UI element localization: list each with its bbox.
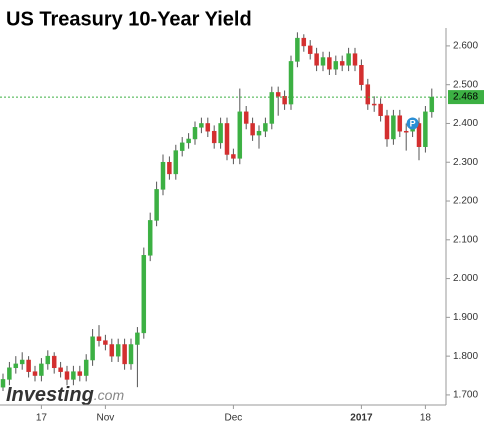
candle-body — [115, 344, 121, 357]
candle-body — [141, 255, 147, 334]
candle-body — [160, 161, 166, 190]
candle-body — [397, 115, 403, 132]
candle-body — [333, 61, 339, 70]
annotation-marker — [406, 117, 419, 130]
y-tick-label: 2.500 — [453, 79, 478, 90]
candle-body — [378, 103, 383, 116]
candle-body — [314, 53, 319, 66]
candle-body — [339, 61, 345, 66]
y-tick-label: 2.600 — [453, 41, 478, 52]
candle-body — [122, 344, 127, 365]
candle-body — [346, 53, 351, 66]
candle-body — [64, 371, 70, 380]
candle-body — [391, 115, 396, 140]
candle-body — [359, 65, 364, 85]
candle-body — [32, 371, 38, 376]
candle-body — [250, 123, 255, 136]
x-tick-label: 2017 — [350, 413, 373, 424]
y-tick-label: 2.200 — [453, 196, 478, 207]
x-tick-label: 18 — [420, 413, 432, 424]
candle-body — [371, 103, 377, 106]
candle-body — [301, 37, 307, 47]
candle-body — [352, 53, 358, 66]
candle-body — [307, 45, 313, 54]
candle-body — [154, 189, 159, 221]
candle-body — [83, 359, 89, 376]
candle-body — [423, 111, 428, 147]
candle-body — [237, 111, 243, 159]
x-tick-label: Nov — [97, 413, 115, 424]
chart-title: US Treasury 10-Year Yield — [6, 8, 252, 30]
candle-body — [0, 379, 6, 388]
candle-body — [109, 344, 115, 357]
candle-body — [103, 340, 108, 345]
candle-body — [13, 363, 19, 369]
candle-body — [26, 359, 31, 372]
candle-body — [224, 123, 230, 155]
candle-body — [90, 336, 95, 361]
candle-body — [167, 161, 172, 175]
x-tick-label: 17 — [36, 413, 48, 424]
candle-body — [429, 96, 435, 113]
x-tick-label: Dec — [225, 413, 243, 424]
y-tick-label: 2.000 — [453, 273, 478, 284]
candle-body — [327, 57, 332, 70]
candle-body — [71, 371, 76, 380]
candle-body — [58, 367, 63, 372]
logo-brand: Investing — [6, 384, 94, 406]
candle-body — [211, 130, 217, 144]
logo: Investing.com — [6, 384, 124, 406]
candle-body — [295, 37, 300, 62]
candle-body — [186, 138, 191, 144]
candle-body — [263, 123, 268, 132]
candle-body — [19, 359, 25, 365]
y-tick-label: 1.700 — [453, 390, 478, 401]
candle-body — [275, 92, 281, 97]
candle-body — [39, 363, 44, 376]
candle-body — [269, 92, 275, 124]
candle-body — [205, 123, 211, 132]
candle-body — [179, 142, 185, 151]
y-tick-label: 2.100 — [453, 234, 478, 245]
current-price-label: 2.468 — [453, 92, 478, 103]
candle-body — [96, 336, 102, 341]
logo-suffix: .com — [94, 387, 125, 403]
candle-body — [192, 127, 198, 140]
annotation-label: P — [410, 118, 416, 128]
candle-body — [231, 154, 236, 159]
candle-body — [403, 130, 409, 133]
candle-body — [218, 123, 223, 144]
candle-body — [173, 150, 179, 175]
candle-body — [77, 371, 83, 376]
candle-body — [256, 130, 262, 136]
candle-body — [51, 355, 57, 369]
y-tick-label: 1.800 — [453, 351, 478, 362]
candle-body — [416, 123, 422, 147]
y-tick-label: 1.900 — [453, 312, 478, 323]
candle-body — [365, 84, 371, 105]
candle-body — [243, 111, 249, 124]
candle-body — [288, 61, 294, 105]
candle-body — [320, 57, 326, 66]
candle-body — [45, 355, 51, 365]
candle-body — [199, 123, 204, 128]
candle-body — [128, 344, 134, 365]
candle-body — [384, 115, 390, 140]
candle-body — [7, 367, 12, 380]
current-price-box — [448, 90, 484, 105]
candle-body — [147, 220, 153, 256]
candle-body — [135, 332, 140, 345]
y-tick-label: 2.400 — [453, 118, 478, 129]
y-tick-label: 2.300 — [453, 157, 478, 168]
candle-body — [282, 96, 287, 105]
